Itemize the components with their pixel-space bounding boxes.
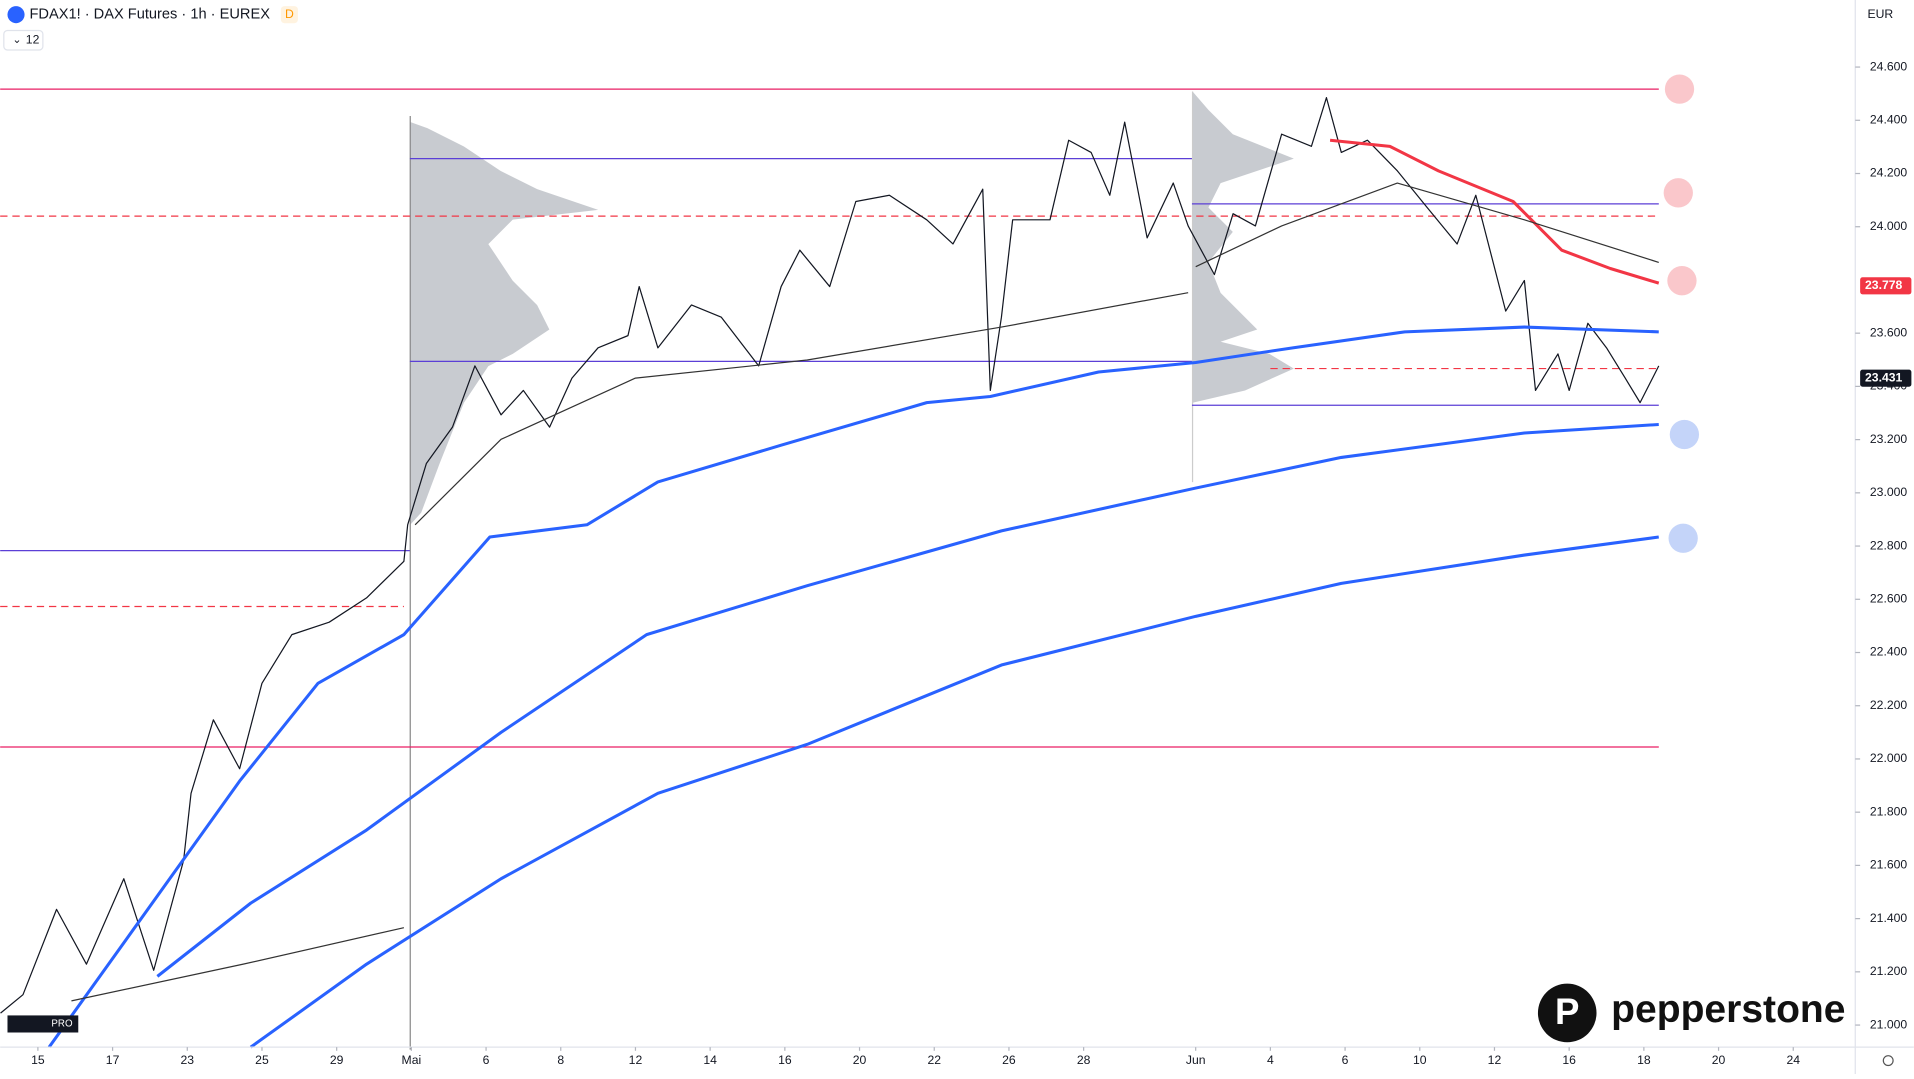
indicators-button-bg[interactable] bbox=[3, 29, 44, 51]
price-line bbox=[71, 182, 1659, 1002]
badge-bg bbox=[280, 6, 298, 24]
x-tick-label: 16 bbox=[778, 1053, 792, 1067]
x-tick-label: 10 bbox=[1413, 1053, 1427, 1067]
x-tick-label: 12 bbox=[1488, 1053, 1502, 1067]
price-line bbox=[1329, 138, 1660, 285]
y-tick-label: 23.000 bbox=[1870, 485, 1907, 499]
y-tick-label: 21.400 bbox=[1870, 911, 1907, 925]
y-tick-label: 22.800 bbox=[1870, 538, 1907, 552]
y-tick-label: 24.400 bbox=[1870, 113, 1907, 127]
x-tick-label: Mai bbox=[402, 1053, 422, 1067]
y-tick-label: 23.200 bbox=[1870, 432, 1907, 446]
y-tick-label: 24.200 bbox=[1870, 166, 1907, 180]
alert-marker[interactable] bbox=[1669, 419, 1700, 450]
alert-marker[interactable] bbox=[1667, 266, 1697, 296]
x-tick-label: 15 bbox=[31, 1053, 45, 1067]
price-badge bbox=[1860, 369, 1912, 387]
x-tick-label: 28 bbox=[1077, 1053, 1091, 1067]
price-badge bbox=[1860, 277, 1912, 295]
brand-logo-mark: P bbox=[1555, 991, 1579, 1032]
tv-logo bbox=[7, 1015, 79, 1033]
alert-marker[interactable] bbox=[1663, 178, 1693, 208]
currency[interactable]: EUR bbox=[1867, 7, 1893, 21]
x-tick-label: 16 bbox=[1562, 1053, 1576, 1067]
x-tick-label: 26 bbox=[1002, 1053, 1016, 1067]
x-tick-label: 14 bbox=[703, 1053, 717, 1067]
x-tick-label: 20 bbox=[853, 1053, 867, 1067]
price-line bbox=[0, 97, 1660, 1014]
x-tick-label: 6 bbox=[1342, 1053, 1349, 1067]
chevron: ⌄ bbox=[12, 34, 21, 46]
alert-marker[interactable] bbox=[1664, 74, 1695, 104]
price-line bbox=[47, 325, 1659, 1049]
x-tick-label: 25 bbox=[255, 1053, 269, 1067]
y-tick-label: 22.600 bbox=[1870, 592, 1907, 606]
indicators-count[interactable]: 12 bbox=[26, 32, 40, 46]
price-badge-label: 23.431 bbox=[1865, 370, 1902, 384]
alert-marker[interactable] bbox=[1668, 523, 1698, 553]
x-tick-label: 20 bbox=[1712, 1053, 1726, 1067]
y-tick-label: 22.400 bbox=[1870, 645, 1907, 659]
price-badge-label: 23.778 bbox=[1865, 278, 1902, 292]
y-tick-label: 21.200 bbox=[1870, 964, 1907, 978]
brand: pepperstone bbox=[1611, 988, 1845, 1031]
price-line bbox=[249, 535, 1659, 1049]
y-tick-label: 21.000 bbox=[1870, 1017, 1907, 1031]
tv-logo-text: PRO bbox=[51, 1019, 73, 1030]
volume-profile bbox=[410, 122, 599, 525]
x-tick-label: Jun bbox=[1186, 1053, 1206, 1067]
y-tick-label: 21.600 bbox=[1870, 858, 1907, 872]
symbol-icon bbox=[7, 6, 25, 24]
y-tick-label: 23.600 bbox=[1870, 325, 1907, 339]
x-tick-label: 24 bbox=[1786, 1053, 1800, 1067]
plot-area bbox=[0, 88, 1660, 1050]
y-tick-label: 24.000 bbox=[1870, 219, 1907, 233]
x-tick-label: 6 bbox=[483, 1053, 490, 1067]
x-tick-label: 17 bbox=[106, 1053, 120, 1067]
volume-profile bbox=[1192, 91, 1294, 403]
brand-logo bbox=[1537, 983, 1597, 1043]
x-tick-label: 12 bbox=[629, 1053, 643, 1067]
x-tick-label: 23 bbox=[180, 1053, 194, 1067]
price-line bbox=[156, 422, 1659, 978]
x-tick-label: 22 bbox=[927, 1053, 941, 1067]
x-tick-label: 29 bbox=[330, 1053, 344, 1067]
x-tick-label: 8 bbox=[557, 1053, 564, 1067]
chart-title: FDAX1! · DAX Futures · 1h · EUREX bbox=[29, 7, 270, 23]
y-tick-label: 22.000 bbox=[1870, 751, 1907, 765]
badge: D bbox=[285, 7, 294, 21]
x-tick-label: 4 bbox=[1267, 1053, 1274, 1067]
settings-icon[interactable] bbox=[1882, 1055, 1894, 1067]
y-tick-label: 21.800 bbox=[1870, 804, 1907, 818]
y-tick-label: 24.600 bbox=[1870, 59, 1907, 73]
x-tick-label: 18 bbox=[1637, 1053, 1651, 1067]
y-tick-label: 22.200 bbox=[1870, 698, 1907, 712]
